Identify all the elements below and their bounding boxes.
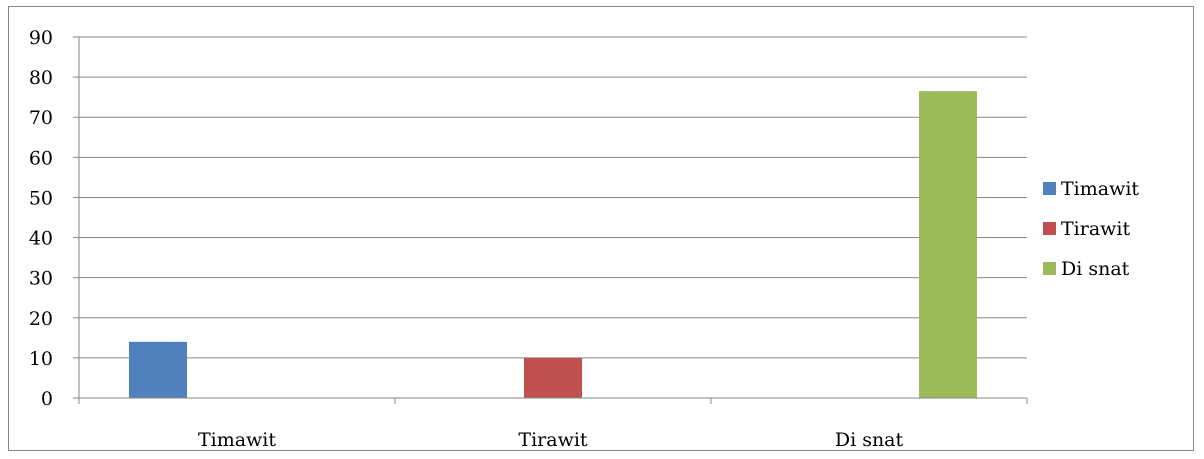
legend-swatch <box>1043 182 1056 195</box>
y-tick-label: 40 <box>29 228 53 250</box>
legend-swatch <box>1043 222 1056 235</box>
y-tick-label: 50 <box>29 187 53 209</box>
x-category-label: Tirawit <box>518 429 587 451</box>
x-category-label: Di snat <box>835 429 904 451</box>
y-tick-label: 10 <box>29 348 53 370</box>
axes <box>73 36 1028 404</box>
y-tick-label: 0 <box>41 388 53 410</box>
y-tick-label: 30 <box>29 268 53 290</box>
x-axis-category-labels: Timawit Tirawit Di snat <box>198 429 904 451</box>
y-tick-label: 90 <box>29 27 53 49</box>
legend-label: Timawit <box>1061 178 1139 200</box>
bar-timawit <box>129 341 187 398</box>
legend: Timawit Tirawit Di snat <box>1043 178 1139 280</box>
y-tick-label: 80 <box>29 67 53 89</box>
legend-label: Tirawit <box>1061 218 1130 240</box>
gridlines <box>79 36 1027 359</box>
chart-frame <box>8 6 1194 451</box>
bar-di-snat <box>919 91 977 399</box>
bars <box>129 91 977 399</box>
legend-label: Di snat <box>1061 258 1130 280</box>
bar-tirawit <box>524 357 582 398</box>
y-tick-label: 20 <box>29 308 53 330</box>
legend-swatch <box>1043 262 1056 275</box>
x-category-label: Timawit <box>198 429 276 451</box>
y-tick-label: 70 <box>29 107 53 129</box>
y-axis-tick-labels: 0 10 20 30 40 50 60 70 80 90 <box>29 27 53 410</box>
y-tick-label: 60 <box>29 147 53 169</box>
